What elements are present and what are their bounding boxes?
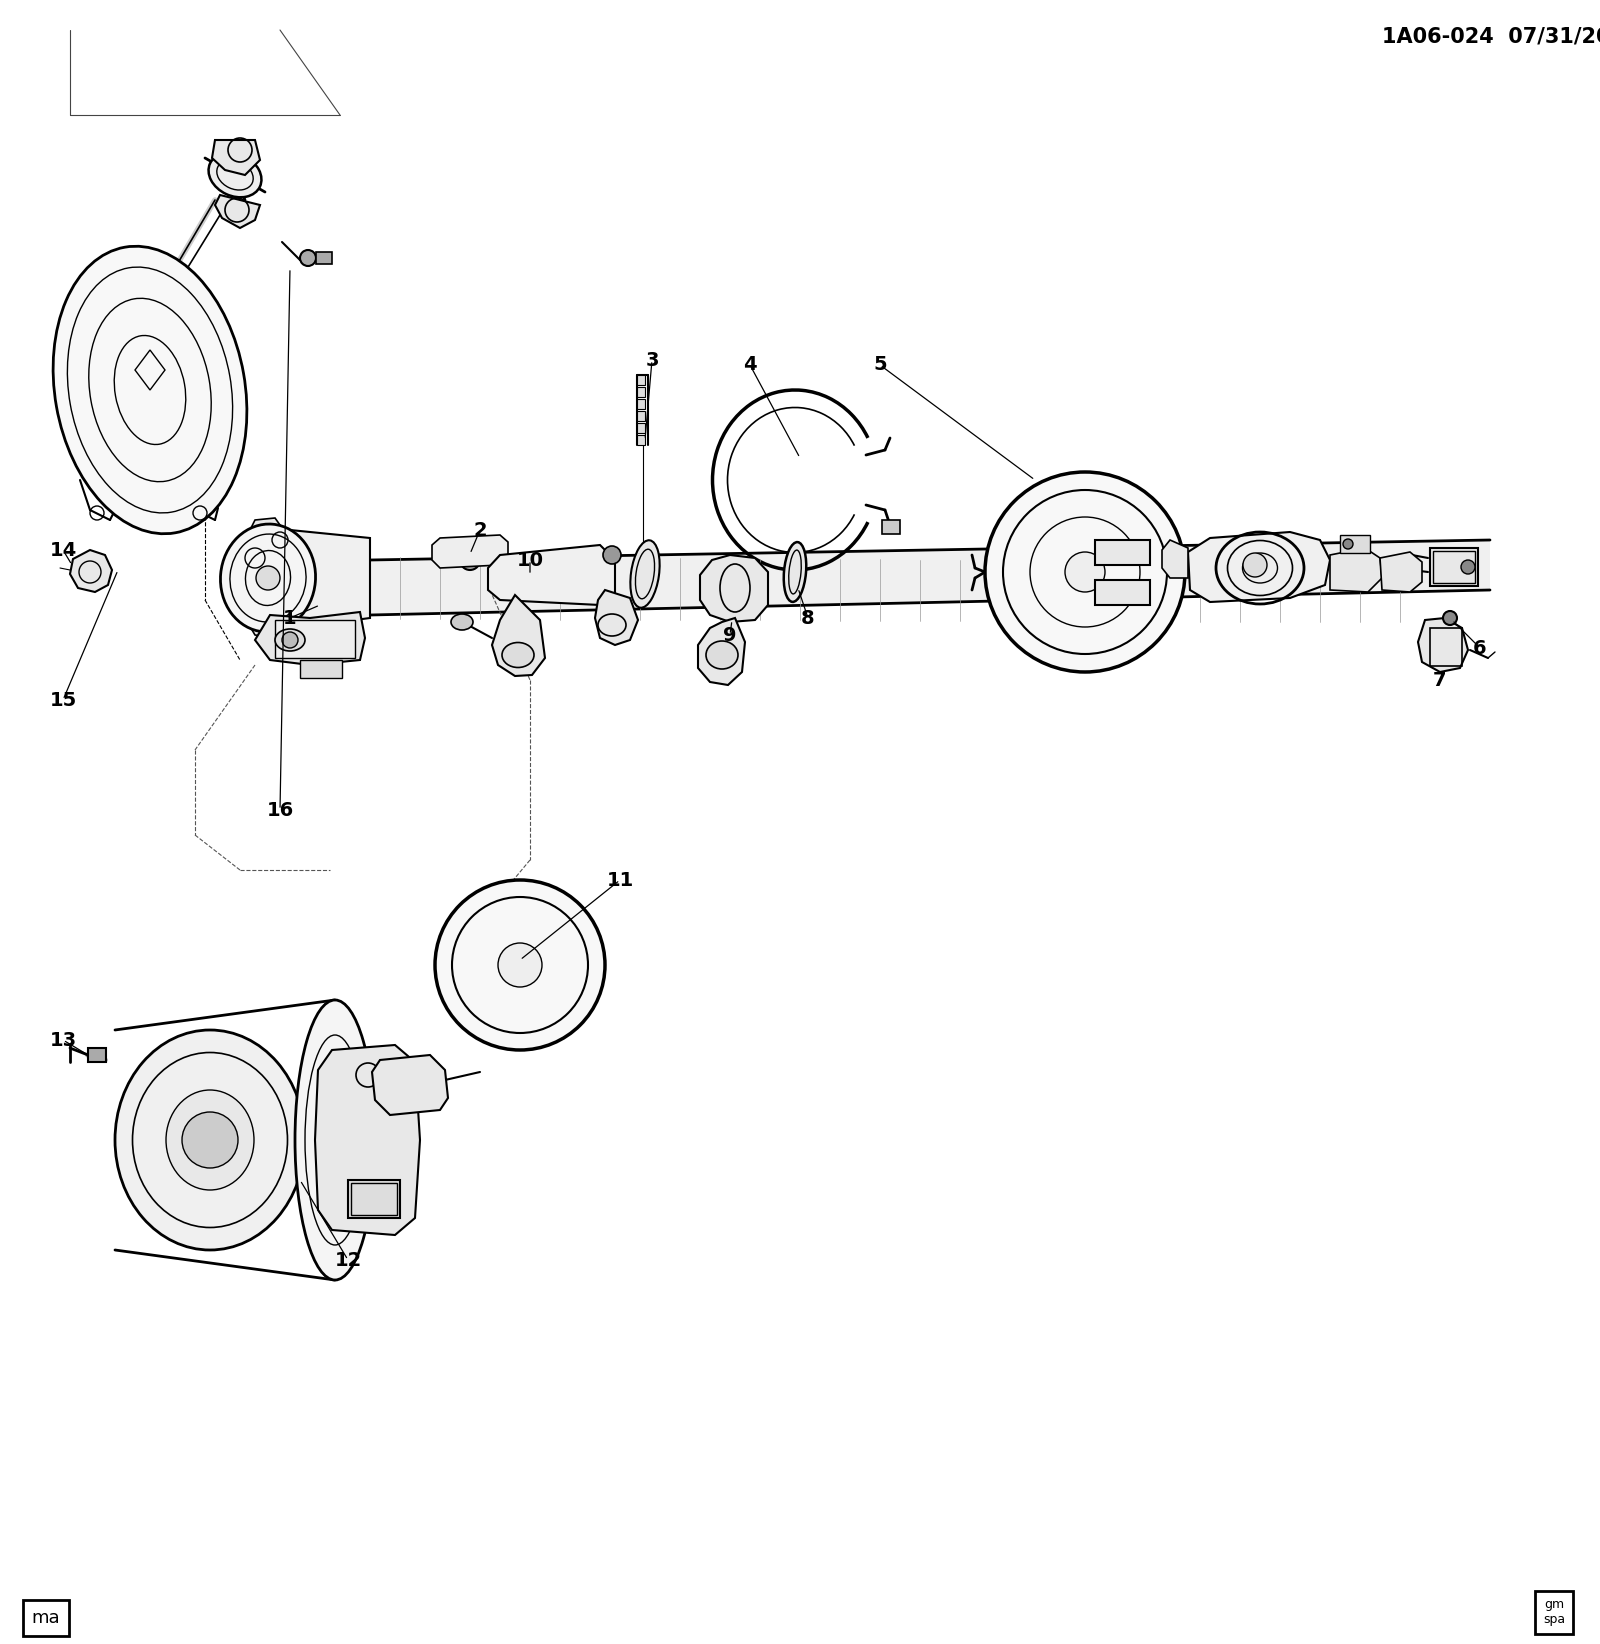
Ellipse shape: [451, 613, 474, 630]
Text: ma: ma: [32, 1609, 61, 1628]
Polygon shape: [245, 518, 285, 546]
Ellipse shape: [115, 1031, 306, 1249]
Text: 12: 12: [334, 1251, 362, 1269]
Ellipse shape: [784, 543, 806, 602]
Circle shape: [1342, 539, 1354, 549]
Bar: [637, 423, 645, 432]
Circle shape: [986, 472, 1186, 672]
Bar: [350, 1184, 397, 1215]
Ellipse shape: [294, 1000, 374, 1281]
Bar: [637, 375, 645, 385]
Ellipse shape: [166, 1090, 254, 1190]
Ellipse shape: [706, 641, 738, 669]
Text: 1: 1: [283, 608, 298, 628]
Circle shape: [1461, 561, 1475, 574]
Polygon shape: [245, 529, 370, 628]
Ellipse shape: [275, 630, 306, 651]
Polygon shape: [370, 539, 1490, 615]
Text: 6: 6: [1474, 638, 1486, 658]
Bar: [882, 520, 899, 534]
Text: 16: 16: [266, 801, 294, 819]
Bar: [301, 659, 342, 677]
Ellipse shape: [502, 643, 534, 667]
Text: 15: 15: [50, 690, 77, 710]
Text: 10: 10: [517, 551, 544, 569]
Circle shape: [282, 631, 298, 648]
Text: 1A06-024  07/31/2009: 1A06-024 07/31/2009: [1382, 26, 1600, 46]
Bar: [1430, 547, 1478, 585]
Bar: [637, 436, 645, 446]
Bar: [88, 1047, 106, 1062]
Text: 4: 4: [742, 355, 757, 375]
Bar: [349, 1180, 400, 1218]
Bar: [637, 399, 645, 409]
Text: 2: 2: [474, 521, 486, 539]
Polygon shape: [1330, 547, 1382, 592]
Text: 7: 7: [1434, 671, 1446, 689]
Circle shape: [461, 551, 480, 570]
Polygon shape: [315, 1046, 419, 1235]
Polygon shape: [371, 1055, 448, 1115]
Polygon shape: [70, 551, 112, 592]
Ellipse shape: [208, 153, 261, 197]
Circle shape: [182, 1111, 238, 1167]
Bar: [1094, 580, 1150, 605]
Polygon shape: [488, 546, 614, 605]
Bar: [1094, 539, 1150, 566]
Polygon shape: [254, 612, 365, 666]
Text: gm
spa: gm spa: [1542, 1598, 1565, 1626]
Text: 9: 9: [723, 625, 736, 644]
Polygon shape: [1187, 533, 1330, 602]
Polygon shape: [1162, 539, 1187, 579]
Circle shape: [1066, 552, 1106, 592]
Text: 8: 8: [802, 608, 814, 628]
Bar: [462, 547, 477, 556]
Bar: [1434, 551, 1475, 584]
Ellipse shape: [53, 247, 246, 534]
Circle shape: [1243, 552, 1267, 577]
Ellipse shape: [221, 524, 315, 631]
Circle shape: [435, 880, 605, 1051]
Ellipse shape: [1243, 552, 1277, 584]
Circle shape: [256, 566, 280, 590]
Text: 5: 5: [874, 355, 886, 375]
Text: 11: 11: [606, 871, 634, 889]
Polygon shape: [245, 612, 285, 638]
Text: 3: 3: [645, 350, 659, 370]
Polygon shape: [432, 534, 509, 567]
Polygon shape: [595, 590, 638, 644]
Circle shape: [301, 250, 317, 266]
Bar: [1430, 628, 1462, 666]
Bar: [317, 252, 333, 265]
Polygon shape: [493, 595, 546, 676]
Bar: [275, 620, 355, 658]
Polygon shape: [1418, 618, 1469, 672]
Polygon shape: [211, 140, 259, 174]
Polygon shape: [698, 618, 746, 686]
Bar: [1341, 534, 1370, 552]
Text: 14: 14: [50, 541, 77, 559]
Ellipse shape: [630, 541, 659, 608]
Polygon shape: [1379, 552, 1422, 592]
Circle shape: [1443, 612, 1458, 625]
Bar: [637, 386, 645, 396]
Polygon shape: [214, 196, 259, 229]
Circle shape: [498, 944, 542, 986]
Text: 13: 13: [50, 1031, 77, 1049]
Polygon shape: [701, 556, 768, 621]
Circle shape: [603, 546, 621, 564]
Bar: [637, 411, 645, 421]
